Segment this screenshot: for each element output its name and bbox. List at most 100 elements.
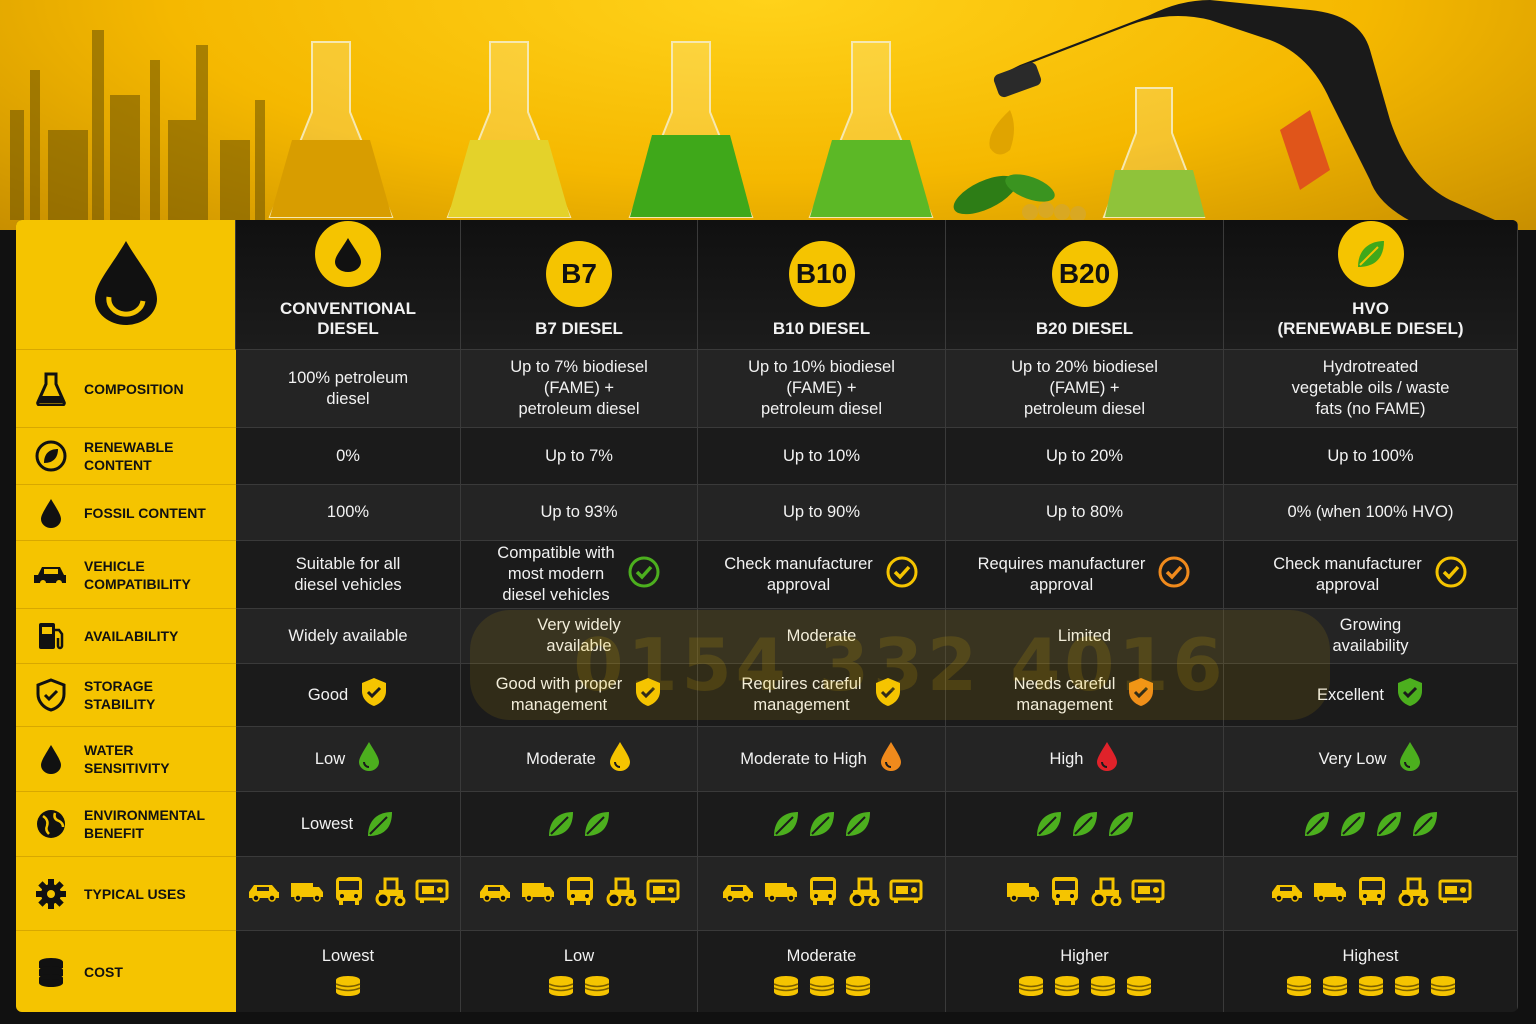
cost-conventional: Lowest (321, 947, 375, 965)
column-header-hvo: HVO (RENEWABLE DIESEL) (1224, 220, 1518, 350)
row-label-uses: TYPICAL USES (16, 857, 236, 931)
tractor-icon (1396, 876, 1430, 912)
water-hvo: Very Low (1318, 749, 1387, 768)
coin-icon (1394, 976, 1419, 996)
shield-icon (360, 676, 388, 714)
car-icon (1270, 880, 1304, 908)
generator-icon (1438, 877, 1472, 911)
flask-3 (628, 41, 754, 218)
coin-rating (1017, 975, 1153, 997)
row-label-text: RENEWABLE CONTENT (84, 439, 174, 473)
drop-icon (608, 740, 632, 778)
coin-icon (1126, 976, 1151, 996)
row-label-renewable: RENEWABLE CONTENT (16, 428, 236, 485)
coin-rating (547, 975, 611, 997)
row-label-text: FOSSIL CONTENT (84, 504, 206, 521)
vehicle-uses (1005, 875, 1165, 913)
availability-hvo: Growing availability (1332, 616, 1409, 655)
leaf-icon (1340, 812, 1365, 836)
column-badge: B7 (546, 241, 612, 307)
van-icon (289, 879, 325, 909)
drop-icon (879, 740, 903, 778)
leaf-rating (365, 809, 395, 839)
composition-b7: Up to 7% biodiesel (FAME) + petroleum di… (510, 358, 648, 418)
fuel-pump-icon (34, 619, 68, 653)
car-icon (247, 880, 281, 908)
coin-rating (334, 975, 362, 997)
row-label-composition: COMPOSITION (16, 350, 236, 428)
storage-b7: Good with proper management (495, 675, 623, 714)
composition-conventional: 100% petroleum diesel (287, 368, 409, 408)
bus-icon (807, 875, 839, 913)
oil-drop-icon (34, 496, 68, 530)
renewable-conventional: 0% (336, 446, 360, 465)
tractor-icon (604, 876, 638, 912)
leaf-icon (1036, 812, 1061, 836)
coin-icon (1090, 976, 1115, 996)
water-b20: High (1049, 749, 1084, 768)
coin-icon (335, 976, 361, 996)
leaf-icon (809, 812, 834, 836)
vehicle-b7: Compatible with most modern diesel vehic… (497, 544, 615, 604)
coin-icon (584, 976, 610, 996)
water-drop-icon (34, 742, 68, 776)
tractor-icon (373, 876, 407, 912)
car-icon (34, 558, 68, 592)
generator-icon (646, 877, 680, 911)
renewable-b10: Up to 10% (782, 446, 861, 465)
column-header-b10: B10 B10 DIESEL (698, 220, 946, 350)
column-title: CONVENTIONAL DIESEL (280, 299, 416, 338)
check-circle-icon (1434, 555, 1468, 595)
renewable-b20: Up to 20% (1045, 446, 1124, 465)
shield-icon (874, 676, 902, 714)
storage-conventional: Good (307, 685, 349, 704)
fuel-nozzle (989, 0, 1518, 230)
coin-rating (772, 975, 872, 997)
column-header-b20: B20 B20 DIESEL (946, 220, 1224, 350)
leaf-icon (549, 812, 573, 836)
coin-icon (1358, 976, 1383, 996)
coin-icon (1322, 976, 1347, 996)
row-label-text: STORAGE STABILITY (84, 678, 156, 712)
check-circle-icon (1157, 555, 1191, 595)
coin-icon (1430, 976, 1455, 996)
water-b10: Moderate to High (740, 749, 867, 768)
fossil-b7: Up to 93% (540, 503, 618, 521)
leaf-icon (1108, 812, 1133, 836)
bus-icon (333, 875, 365, 913)
tractor-icon (847, 876, 881, 912)
coin-icon (809, 976, 834, 996)
row-label-environment: ENVIRONMENTAL BENEFIT (16, 792, 236, 857)
vehicle-uses (1270, 875, 1472, 913)
coin-rating (1285, 975, 1457, 997)
column-badge: B10 (788, 241, 855, 307)
cost-b20: Higher (1060, 947, 1109, 965)
cost-b7: Low (563, 947, 595, 965)
van-icon (1005, 879, 1041, 909)
storage-b10: Requires careful management (741, 675, 862, 714)
shield-icon (634, 676, 662, 714)
shield-icon (1127, 676, 1155, 714)
shield-icon (1396, 676, 1424, 714)
row-label-text: AVAILABILITY (84, 628, 179, 644)
row-label-text: VEHICLE COMPATIBILITY (84, 557, 191, 592)
bus-icon (564, 875, 596, 913)
row-label-fossil: FOSSIL CONTENT (16, 485, 236, 541)
comparison-table: CONVENTIONAL DIESEL B7 B7 DIESEL B10 B10… (16, 220, 1518, 1012)
flask-1 (268, 41, 394, 218)
coin-icon (548, 976, 574, 996)
leaf-icon (368, 812, 393, 836)
car-icon (721, 880, 755, 908)
availability-b7: Very widely available (537, 616, 621, 655)
drop-icon (357, 740, 381, 778)
leaf-icon (1412, 812, 1437, 836)
leaf-icon (1304, 812, 1329, 836)
hvo-leaf-badge-icon (1337, 221, 1404, 287)
row-label-availability: AVAILABILITY (16, 609, 236, 664)
soy-leaves (953, 174, 1086, 222)
generator-icon (1131, 877, 1165, 911)
availability-conventional: Widely available (288, 626, 408, 645)
column-header-conventional: CONVENTIONAL DIESEL (236, 220, 461, 350)
bus-icon (1049, 875, 1081, 913)
row-label-text: TYPICAL USES (84, 885, 186, 902)
